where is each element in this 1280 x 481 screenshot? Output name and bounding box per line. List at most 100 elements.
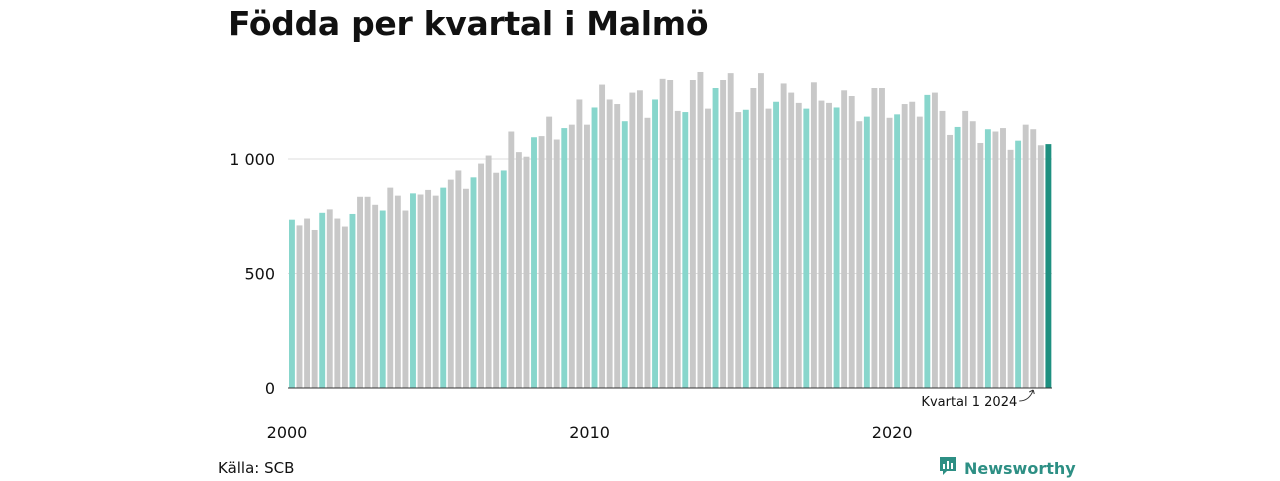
bar bbox=[538, 136, 545, 388]
bar bbox=[606, 99, 613, 389]
bar bbox=[553, 139, 560, 388]
bar bbox=[432, 195, 439, 388]
bar bbox=[652, 99, 658, 389]
bar bbox=[848, 96, 855, 389]
bar bbox=[357, 196, 363, 388]
bar bbox=[992, 131, 999, 388]
bar bbox=[939, 110, 946, 388]
bar bbox=[349, 213, 356, 388]
bar bbox=[742, 109, 749, 388]
bar bbox=[833, 107, 840, 388]
bar bbox=[372, 204, 379, 388]
bar bbox=[984, 129, 991, 389]
bar bbox=[1022, 124, 1029, 389]
annotation-label: Kvartal 1 2024 bbox=[921, 395, 1017, 410]
bar bbox=[773, 101, 780, 388]
bar bbox=[856, 121, 863, 389]
bar bbox=[780, 83, 787, 389]
bar bbox=[1037, 145, 1044, 388]
bar bbox=[841, 90, 848, 389]
brand-name: Newsworthy bbox=[964, 458, 1076, 478]
bar bbox=[1015, 140, 1022, 388]
brand-logo: Newsworthy bbox=[938, 455, 1076, 481]
bar bbox=[803, 108, 810, 389]
bar bbox=[901, 104, 908, 388]
bar bbox=[561, 128, 568, 388]
bar bbox=[387, 187, 394, 389]
bar bbox=[410, 193, 416, 388]
bar bbox=[334, 218, 341, 388]
newsworthy-logo-icon bbox=[938, 455, 958, 481]
y-tick-label: 500 bbox=[244, 265, 275, 284]
bar bbox=[531, 137, 537, 388]
bar bbox=[523, 156, 530, 388]
bar bbox=[636, 90, 643, 389]
bar bbox=[493, 172, 500, 388]
source-note: Källa: SCB bbox=[218, 459, 295, 477]
bar bbox=[909, 101, 916, 388]
y-tick-labels: 0 500 1 000 bbox=[229, 150, 275, 398]
bar bbox=[659, 78, 666, 388]
bar bbox=[727, 73, 734, 389]
bar bbox=[584, 124, 590, 389]
chart-title: Födda per kvartal i Malmö bbox=[228, 4, 709, 43]
bar bbox=[379, 210, 386, 388]
bar bbox=[591, 107, 598, 388]
bar bbox=[402, 210, 409, 388]
bar bbox=[674, 110, 681, 388]
bar bbox=[795, 102, 802, 388]
bar bbox=[394, 195, 401, 388]
annotation: Kvartal 1 2024 bbox=[921, 389, 1035, 410]
bar bbox=[826, 102, 832, 388]
bar bbox=[417, 194, 424, 388]
bar bbox=[788, 92, 795, 388]
bar bbox=[311, 229, 318, 388]
bar bbox=[500, 170, 507, 388]
bar bbox=[341, 226, 348, 388]
bar bbox=[1000, 128, 1006, 388]
bar bbox=[735, 112, 742, 388]
bar bbox=[969, 121, 976, 389]
bar bbox=[689, 80, 696, 388]
bar bbox=[515, 152, 522, 388]
bar bbox=[1030, 129, 1037, 389]
bar bbox=[886, 117, 893, 388]
bar bbox=[447, 179, 454, 388]
bar bbox=[485, 155, 492, 388]
bar bbox=[962, 110, 969, 388]
bar bbox=[644, 117, 651, 388]
bar bbox=[697, 71, 704, 388]
bar bbox=[455, 170, 462, 388]
bar bbox=[977, 142, 984, 388]
bar bbox=[871, 88, 878, 388]
bar bbox=[304, 218, 311, 388]
bar bbox=[947, 134, 953, 388]
bar bbox=[682, 112, 689, 388]
bar bbox=[924, 94, 931, 388]
bar-latest-quarter bbox=[1045, 144, 1052, 388]
annotation-arrow bbox=[1019, 389, 1035, 402]
bar bbox=[614, 104, 621, 388]
bar bbox=[757, 73, 764, 389]
x-tick-labels: 2000 2010 2020 bbox=[267, 423, 913, 442]
bar bbox=[478, 163, 485, 388]
x-tick-label: 2020 bbox=[872, 423, 913, 442]
bar bbox=[470, 177, 477, 388]
bar bbox=[863, 116, 870, 388]
bar bbox=[568, 124, 575, 389]
bar bbox=[818, 100, 825, 388]
bar bbox=[750, 88, 757, 388]
bar bbox=[599, 84, 606, 388]
bar bbox=[629, 92, 636, 388]
bar bbox=[326, 209, 333, 388]
bar bbox=[720, 80, 727, 388]
bar bbox=[705, 108, 711, 389]
bar bbox=[916, 116, 923, 388]
y-tick-label: 1 000 bbox=[229, 150, 275, 169]
bar bbox=[508, 131, 515, 388]
bar bbox=[546, 116, 553, 388]
bar bbox=[765, 108, 772, 389]
bar bbox=[667, 80, 674, 388]
bar bbox=[894, 114, 901, 388]
